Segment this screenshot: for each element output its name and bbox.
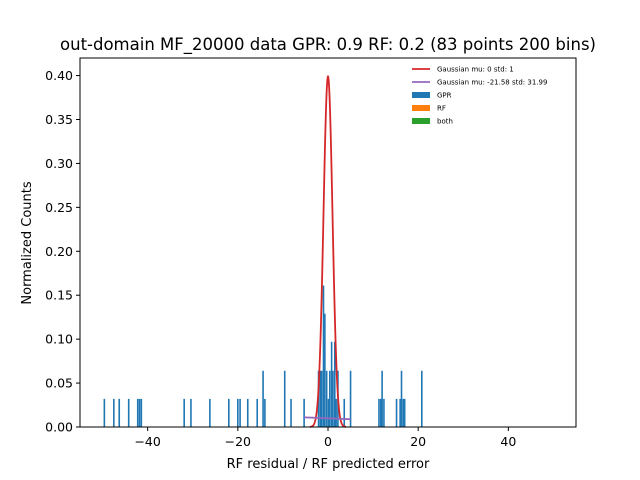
histogram-bar [113, 398, 115, 427]
histogram-bar [127, 398, 130, 427]
legend-swatch [412, 118, 430, 124]
legend-label: RF [437, 105, 446, 113]
x-tick-label: −40 [134, 434, 160, 449]
histogram-bar [262, 370, 264, 427]
histogram-bar [332, 370, 334, 427]
histogram-bar [325, 370, 328, 427]
y-tick-label: 0.35 [45, 112, 73, 127]
histogram-bar [290, 398, 292, 427]
chart-title: out-domain MF_20000 data GPR: 0.9 RF: 0.… [60, 35, 596, 55]
legend: Gaussian mu: 0 std: 1 Gaussian mu: -21.58… [412, 66, 547, 126]
gaussian-curve-standard [309, 74, 347, 428]
plot-area: −40 −20 0 20 40 0.00 0.05 0.10 0.15 0.20 0.25 0.30 0… [45, 57, 577, 449]
histogram-bar [399, 398, 401, 427]
histogram-bar [264, 398, 266, 427]
histogram-bar [228, 398, 230, 427]
histogram-bar [379, 398, 382, 427]
legend-swatch [412, 105, 430, 111]
x-tick-label: 40 [500, 434, 516, 449]
histogram-bar [183, 398, 185, 427]
histogram-bar [209, 398, 211, 427]
x-tick-label: 20 [410, 434, 426, 449]
legend-swatch [412, 92, 430, 98]
legend-label: Gaussian mu: 0 std: 1 [437, 66, 514, 74]
histogram-bar [190, 398, 192, 427]
histogram-bar [283, 370, 286, 427]
histogram-bar [402, 398, 405, 427]
histogram-bar [383, 398, 385, 427]
histogram-bar [320, 370, 323, 427]
y-tick-label: 0.20 [45, 244, 73, 259]
histogram-bar [118, 398, 121, 427]
legend-label: both [437, 118, 453, 126]
x-axis-label: RF residual / RF predicted error [227, 457, 430, 472]
histogram-bar [335, 398, 337, 427]
histogram-bar [381, 370, 383, 427]
histogram-bar [237, 398, 239, 427]
y-tick-label: 0.10 [45, 332, 73, 347]
histogram-bar [333, 341, 336, 427]
histogram-bar [327, 398, 330, 427]
histogram-bar [378, 398, 380, 427]
histogram-bar [103, 398, 106, 427]
y-tick-label: 0.30 [45, 156, 73, 171]
y-tick-label: 0.00 [45, 420, 73, 435]
histogram-bar [330, 341, 333, 427]
legend-label: GPR [437, 92, 452, 100]
x-tick-label: 0 [324, 434, 332, 449]
y-tick-label: 0.05 [45, 376, 73, 391]
histogram-bar [140, 398, 143, 427]
histogram-bar [256, 398, 259, 427]
histogram-bar [343, 398, 346, 427]
gaussian-curve-fit [304, 416, 351, 421]
histogram-bar [349, 370, 352, 427]
histogram-bar [319, 370, 322, 427]
y-tick-label: 0.25 [45, 200, 73, 215]
y-axis-label: Normalized Counts [20, 181, 35, 304]
histogram-bar [136, 398, 139, 427]
histogram-bar [400, 370, 403, 427]
histogram-bar [324, 313, 326, 427]
histogram-bar [329, 370, 331, 427]
x-tick-label: −20 [225, 434, 251, 449]
histogram-bar [403, 398, 406, 427]
histogram-bar [421, 370, 423, 427]
histogram-bar [246, 398, 249, 427]
histogram-bar [138, 398, 141, 427]
y-tick-label: 0.15 [45, 288, 73, 303]
histogram-bar [322, 285, 325, 427]
histogram-bar [239, 398, 241, 427]
y-tick-label: 0.40 [45, 68, 73, 83]
legend-label: Gaussian mu: -21.58 std: 31.99 [437, 79, 547, 87]
axes-frame [79, 57, 577, 428]
histogram-bar [303, 398, 305, 427]
histogram-bar [395, 398, 398, 427]
